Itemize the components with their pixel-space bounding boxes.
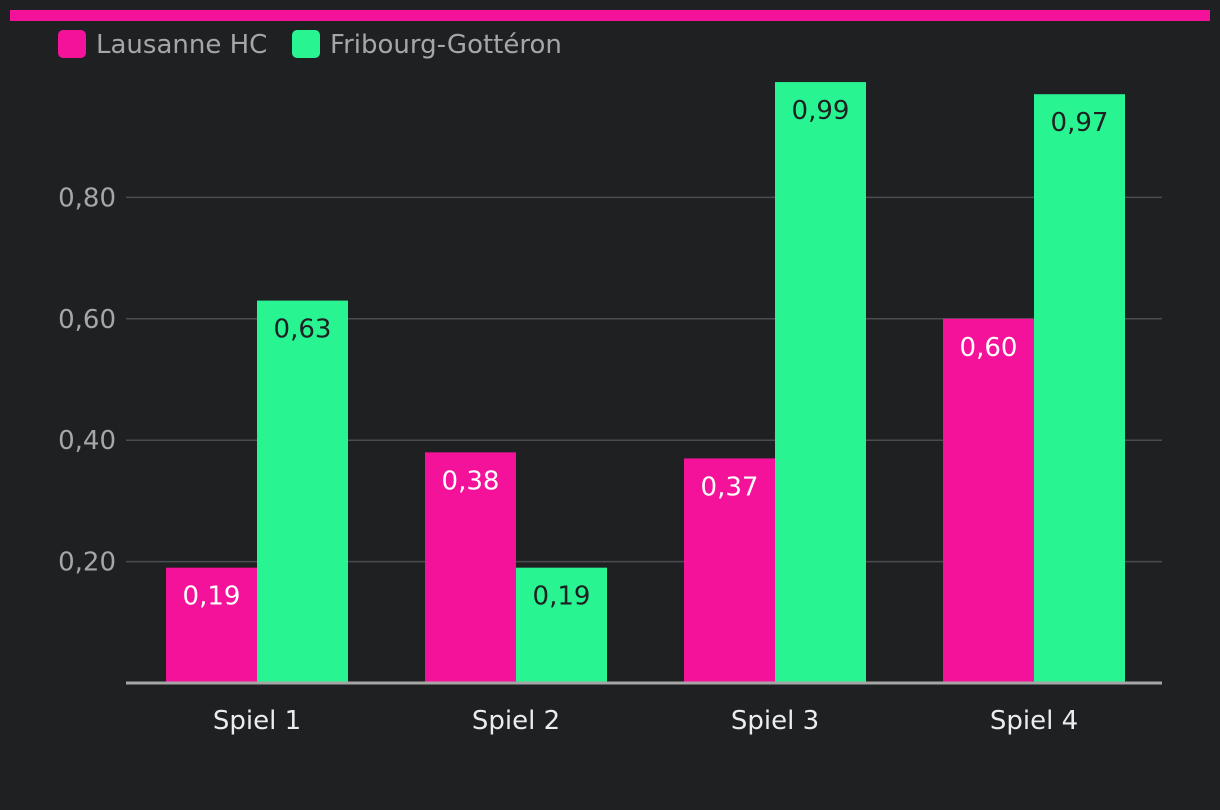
y-tick-label: 0,20 (58, 548, 116, 578)
bar-value-label: 0,63 (274, 315, 332, 345)
x-category-label: Spiel 1 (213, 706, 301, 736)
y-axis-tick-labels: 0,20 0,40 0,60 0,80 (58, 183, 116, 577)
x-category-label: Spiel 4 (990, 706, 1078, 736)
x-category-label: Spiel 3 (731, 706, 819, 736)
bar (943, 318, 1034, 683)
bar (166, 567, 257, 683)
bar-value-label: 0,97 (1051, 108, 1109, 138)
bar (684, 458, 775, 683)
legend-label-fribourg: Fribourg-Gottéron (330, 30, 562, 60)
y-tick-label: 0,40 (58, 426, 116, 456)
legend-item-fribourg: Fribourg-Gottéron (292, 30, 562, 60)
bar (425, 452, 516, 683)
legend: Lausanne HC Fribourg-Gottéron (58, 30, 562, 60)
bar (775, 82, 866, 683)
bar (1034, 94, 1125, 683)
value-labels: 0,19 0,63 0,38 0,19 0,37 0,99 0,60 0,97 (183, 96, 1109, 612)
bar-value-label: 0,60 (960, 333, 1018, 363)
bar-value-label: 0,99 (792, 96, 850, 126)
bar (257, 300, 348, 683)
top-accent-bar (10, 10, 1210, 21)
bars (166, 82, 1125, 683)
bar-value-label: 0,38 (442, 466, 500, 496)
bar (516, 567, 607, 683)
bar-value-label: 0,19 (533, 582, 591, 612)
bar-value-label: 0,19 (183, 582, 241, 612)
bar-value-label: 0,37 (701, 472, 759, 502)
y-tick-label: 0,80 (58, 183, 116, 213)
legend-item-lausanne: Lausanne HC (58, 30, 267, 60)
legend-swatch-fribourg (292, 30, 320, 58)
y-tick-label: 0,60 (58, 305, 116, 335)
x-axis-category-labels: Spiel 1 Spiel 2 Spiel 3 Spiel 4 (213, 706, 1078, 736)
legend-label-lausanne: Lausanne HC (96, 30, 267, 60)
legend-swatch-lausanne (58, 30, 86, 58)
x-category-label: Spiel 2 (472, 706, 560, 736)
